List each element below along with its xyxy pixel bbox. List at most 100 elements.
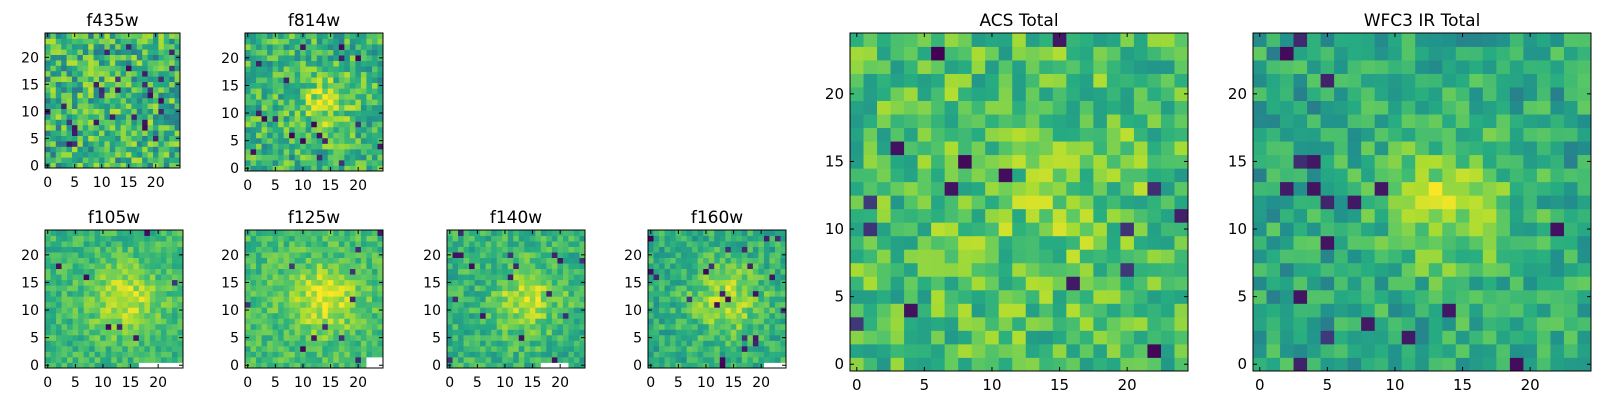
heatmap-cell: [703, 312, 710, 319]
heatmap-cell: [485, 329, 492, 336]
heatmap-cell: [45, 340, 51, 347]
heatmap-cell: [774, 263, 781, 270]
heatmap-cell: [305, 307, 312, 314]
heatmap-cell: [752, 257, 759, 264]
heatmap-cell: [267, 290, 273, 297]
heatmap-cell: [686, 257, 693, 264]
heatmap-cell: [1174, 289, 1189, 304]
heatmap-cell: [105, 301, 112, 308]
heatmap-cell: [88, 103, 94, 109]
heatmap-cell: [780, 290, 787, 297]
heatmap-cell: [45, 119, 51, 126]
heatmap-cell: [366, 290, 373, 297]
heatmap-cell: [697, 268, 704, 275]
y-tick-label: 5: [432, 331, 441, 347]
heatmap-cell: [524, 307, 531, 314]
heatmap-cell: [371, 296, 378, 303]
heatmap-cell: [45, 124, 51, 131]
heatmap-cell: [719, 290, 726, 297]
heatmap-cell: [1442, 357, 1457, 372]
heatmap-cell: [133, 268, 140, 275]
heatmap-cell: [780, 285, 787, 292]
heatmap-cell: [1174, 141, 1189, 156]
heatmap-cell: [863, 100, 878, 115]
heatmap-cell: [61, 279, 68, 286]
heatmap-cell: [160, 263, 167, 270]
heatmap-cell: [305, 263, 312, 270]
heatmap-cell: [648, 235, 654, 242]
heatmap-cell: [1160, 87, 1175, 101]
heatmap-cell: [267, 148, 273, 155]
heatmap-cell: [127, 252, 134, 258]
heatmap-cell: [50, 252, 57, 258]
heatmap-cell: [507, 246, 514, 253]
heatmap-cell: [89, 257, 96, 264]
heatmap-cell: [579, 241, 586, 247]
heatmap-cell: [458, 296, 464, 303]
heatmap-cell: [116, 235, 123, 242]
heatmap-cell: [120, 76, 127, 82]
heatmap-cell: [985, 235, 1000, 250]
heatmap-cell: [1455, 195, 1470, 210]
heatmap-cell: [1106, 141, 1121, 156]
heatmap-cell: [61, 241, 68, 247]
heatmap-cell: [322, 77, 329, 84]
heatmap-cell: [507, 257, 514, 264]
heatmap-cell: [540, 362, 547, 369]
heatmap-cell: [166, 246, 173, 253]
heatmap-cell: [344, 235, 351, 242]
heatmap-cell: [171, 345, 178, 352]
heatmap-cell: [1280, 168, 1294, 183]
heatmap-cell: [88, 119, 94, 126]
heatmap-cell: [278, 334, 285, 341]
heatmap-cell: [294, 44, 301, 50]
heatmap-cell: [551, 312, 558, 319]
heatmap-cell: [763, 274, 770, 281]
heatmap-cell: [863, 46, 878, 61]
heatmap-cell: [664, 235, 671, 242]
heatmap-cell: [474, 235, 481, 242]
heatmap-cell: [904, 100, 918, 115]
heatmap-cell: [659, 323, 665, 330]
heatmap-cell: [99, 60, 105, 66]
heatmap-cell: [551, 241, 558, 247]
heatmap-cell: [1280, 343, 1294, 358]
heatmap-cell: [360, 104, 367, 111]
heatmap-cell: [94, 257, 101, 264]
heatmap-cell: [769, 307, 776, 314]
heatmap-cell: [518, 362, 525, 369]
heatmap-cell: [66, 54, 73, 61]
heatmap-cell: [283, 159, 290, 166]
heatmap-cell: [327, 71, 334, 78]
heatmap-cell: [452, 362, 459, 369]
heatmap-cell: [958, 73, 973, 88]
heatmap-cell: [730, 329, 737, 336]
heatmap-cell: [958, 276, 973, 291]
heatmap-cell: [338, 268, 345, 275]
heatmap-cell: [360, 93, 367, 100]
heatmap-cell: [480, 301, 487, 308]
heatmap-cell: [278, 301, 285, 308]
heatmap-cell: [480, 329, 487, 336]
heatmap-cell: [322, 263, 329, 270]
heatmap-cell: [1469, 195, 1484, 210]
heatmap-cell: [327, 38, 334, 45]
heatmap-cell: [147, 81, 154, 88]
heatmap-cell: [289, 121, 296, 128]
heatmap-cell: [278, 235, 285, 242]
heatmap-cell: [1066, 195, 1081, 210]
heatmap-cell: [305, 82, 312, 89]
heatmap-cell: [1066, 60, 1081, 74]
heatmap-cell: [1428, 276, 1443, 291]
heatmap-cell: [664, 257, 671, 264]
heatmap-cell: [653, 246, 660, 253]
heatmap-cell: [56, 230, 62, 236]
heatmap-cell: [272, 104, 279, 111]
heatmap-cell: [56, 279, 62, 286]
heatmap-cell: [1415, 208, 1430, 223]
heatmap-cell: [540, 230, 547, 236]
heatmap-cell: [371, 66, 378, 73]
heatmap-cell: [653, 334, 660, 341]
heatmap-cell: [1442, 330, 1457, 345]
heatmap-cell: [294, 279, 301, 286]
